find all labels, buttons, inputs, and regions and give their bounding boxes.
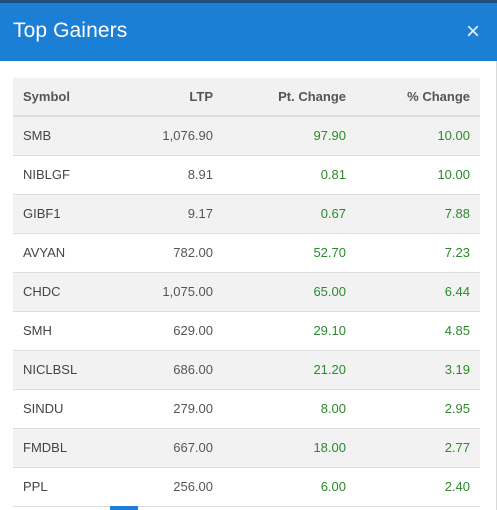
cell-pct-change: 2.77 bbox=[356, 428, 480, 468]
cell-ltp: 8.91 bbox=[123, 155, 223, 195]
cell-symbol[interactable]: GIBF1 bbox=[13, 194, 123, 234]
cell-pt-change: 52.70 bbox=[223, 233, 356, 273]
close-icon[interactable]: × bbox=[465, 18, 480, 45]
cell-pt-change: 0.81 bbox=[223, 155, 356, 195]
table-row[interactable]: PPL 256.00 6.00 2.40 bbox=[13, 467, 480, 507]
cell-pt-change: 6.00 bbox=[223, 467, 356, 507]
cell-pct-change: 6.44 bbox=[356, 272, 480, 312]
cell-pct-change: 7.88 bbox=[356, 194, 480, 234]
column-header-symbol[interactable]: Symbol bbox=[13, 78, 123, 117]
cell-ltp: 1,076.90 bbox=[123, 116, 223, 156]
column-header-ltp[interactable]: LTP bbox=[123, 78, 223, 117]
cell-ltp: 686.00 bbox=[123, 350, 223, 390]
cell-ltp: 667.00 bbox=[123, 428, 223, 468]
cell-pct-change: 4.85 bbox=[356, 311, 480, 351]
cell-pt-change: 65.00 bbox=[223, 272, 356, 312]
table-row[interactable]: NIBLGF 8.91 0.81 10.00 bbox=[13, 155, 480, 195]
cell-pct-change: 10.00 bbox=[356, 155, 480, 195]
cell-ltp: 279.00 bbox=[123, 389, 223, 429]
cell-pct-change: 10.00 bbox=[356, 116, 480, 156]
cell-ltp: 782.00 bbox=[123, 233, 223, 273]
table-row[interactable]: FMDBL 667.00 18.00 2.77 bbox=[13, 428, 480, 468]
cell-symbol[interactable]: AVYAN bbox=[13, 233, 123, 273]
table-row[interactable]: CHDC 1,075.00 65.00 6.44 bbox=[13, 272, 480, 312]
cell-pct-change: 2.40 bbox=[356, 467, 480, 507]
gainers-table: Symbol LTP Pt. Change % Change SMB 1,076.… bbox=[13, 78, 480, 507]
table-row[interactable]: SMB 1,076.90 97.90 10.00 bbox=[13, 116, 480, 156]
cell-symbol[interactable]: CHDC bbox=[13, 272, 123, 312]
cell-symbol[interactable]: SMH bbox=[13, 311, 123, 351]
cell-ltp: 9.17 bbox=[123, 194, 223, 234]
table-row[interactable]: SINDU 279.00 8.00 2.95 bbox=[13, 389, 480, 429]
table-row[interactable]: NICLBSL 686.00 21.20 3.19 bbox=[13, 350, 480, 390]
modal-header: Top Gainers × bbox=[0, 3, 497, 61]
cell-pt-change: 0.67 bbox=[223, 194, 356, 234]
cell-pt-change: 18.00 bbox=[223, 428, 356, 468]
cell-ltp: 256.00 bbox=[123, 467, 223, 507]
cell-symbol[interactable]: FMDBL bbox=[13, 428, 123, 468]
cell-pt-change: 21.20 bbox=[223, 350, 356, 390]
table-row[interactable]: AVYAN 782.00 52.70 7.23 bbox=[13, 233, 480, 273]
cell-symbol[interactable]: PPL bbox=[13, 467, 123, 507]
column-header-pt-change[interactable]: Pt. Change bbox=[223, 78, 356, 117]
table-row[interactable]: SMH 629.00 29.10 4.85 bbox=[13, 311, 480, 351]
cell-pct-change: 3.19 bbox=[356, 350, 480, 390]
cell-pt-change: 8.00 bbox=[223, 389, 356, 429]
cell-symbol[interactable]: NICLBSL bbox=[13, 350, 123, 390]
scroll-indicator[interactable] bbox=[110, 506, 138, 510]
cell-pt-change: 97.90 bbox=[223, 116, 356, 156]
table-row[interactable]: GIBF1 9.17 0.67 7.88 bbox=[13, 194, 480, 234]
cell-pt-change: 29.10 bbox=[223, 311, 356, 351]
cell-ltp: 629.00 bbox=[123, 311, 223, 351]
cell-ltp: 1,075.00 bbox=[123, 272, 223, 312]
cell-pct-change: 7.23 bbox=[356, 233, 480, 273]
modal-title: Top Gainers bbox=[13, 19, 128, 42]
table-header-row: Symbol LTP Pt. Change % Change bbox=[13, 78, 480, 117]
cell-pct-change: 2.95 bbox=[356, 389, 480, 429]
cell-symbol[interactable]: NIBLGF bbox=[13, 155, 123, 195]
top-strip bbox=[0, 0, 497, 3]
cell-symbol[interactable]: SINDU bbox=[13, 389, 123, 429]
column-header-pct-change[interactable]: % Change bbox=[356, 78, 480, 117]
cell-symbol[interactable]: SMB bbox=[13, 116, 123, 156]
